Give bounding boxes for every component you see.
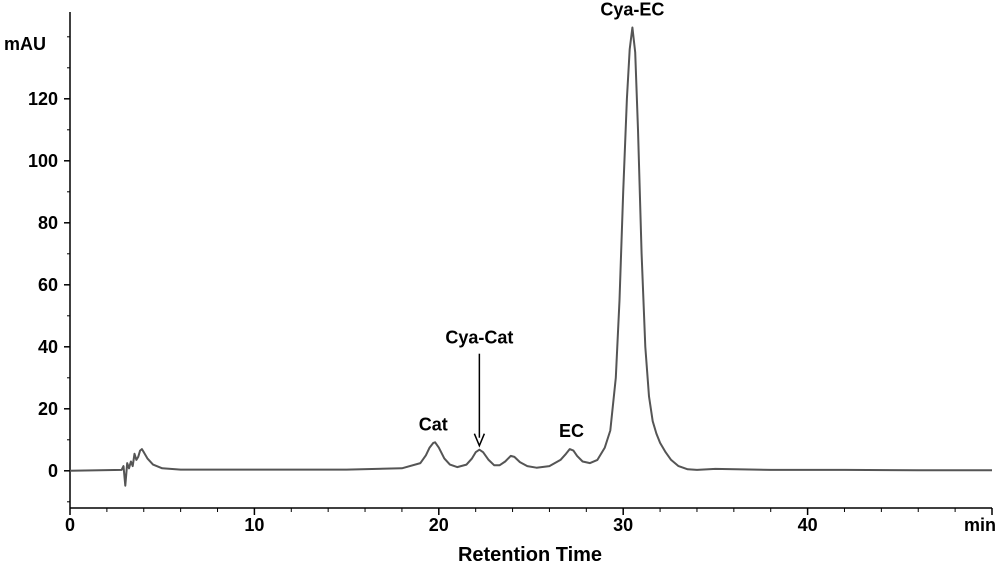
peak-label: Cat (419, 414, 448, 434)
x-tick-label: 30 (613, 515, 633, 535)
x-axis-ticks: 0 10 20 30 40 (65, 508, 993, 535)
x-unit-label: min (964, 515, 996, 535)
peak-label: Cya-Cat (445, 328, 513, 348)
y-unit-label: mAU (4, 34, 46, 54)
y-tick-label: 80 (38, 213, 58, 233)
x-tick-label: 10 (244, 515, 264, 535)
y-tick-label: 40 (38, 337, 58, 357)
y-tick-label: 60 (38, 275, 58, 295)
x-tick-label: 0 (65, 515, 75, 535)
chromatogram-trace (69, 26, 992, 487)
y-axis-ticks: 0 20 40 60 80 100 120 (28, 36, 70, 503)
y-tick-label: 120 (28, 89, 58, 109)
peak-annotations: Cat Cya-Cat EC Cya-EC (419, 0, 664, 448)
peak-label: Cya-EC (600, 0, 664, 20)
y-tick-label: 20 (38, 399, 58, 419)
x-tick-label: 40 (798, 515, 818, 535)
peak-label: EC (559, 421, 584, 441)
x-tick-label: 20 (429, 515, 449, 535)
x-axis-title: Retention Time (458, 544, 602, 566)
y-tick-label: 0 (48, 461, 58, 481)
peak-arrow-head (473, 433, 486, 448)
y-tick-label: 100 (28, 151, 58, 171)
